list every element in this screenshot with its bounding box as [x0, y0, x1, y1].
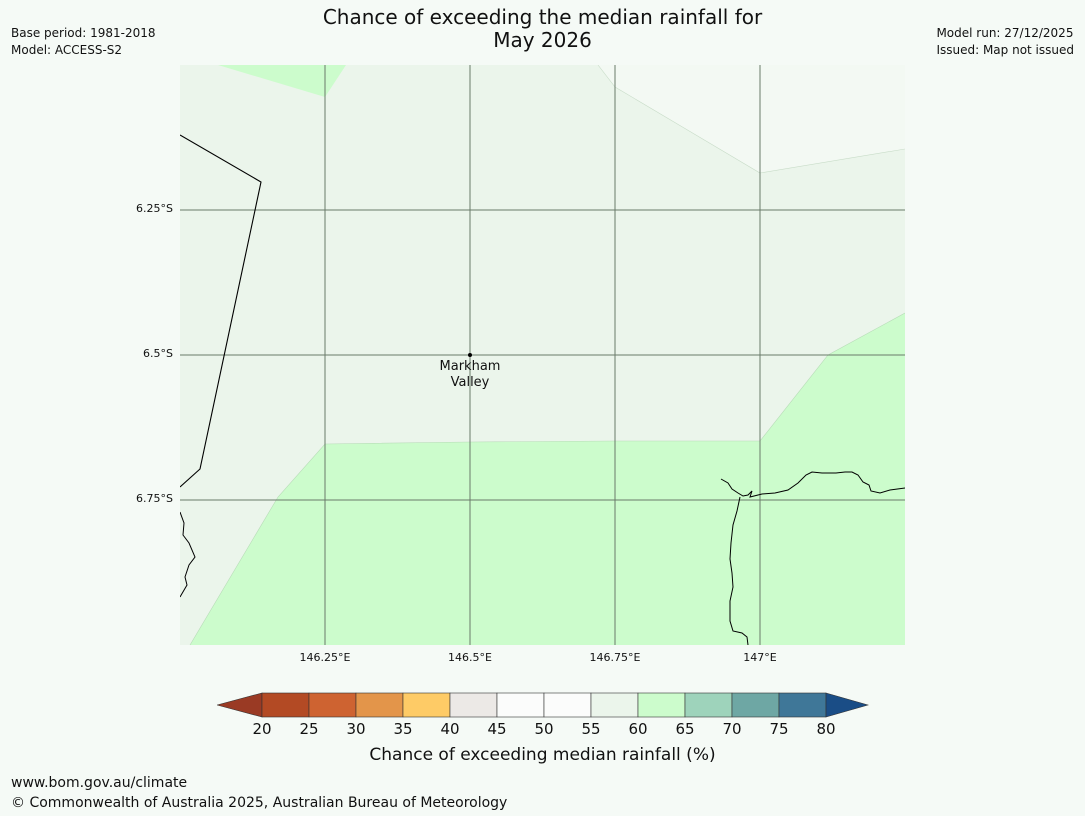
base-period: Base period: 1981-2018 [11, 26, 156, 40]
colorbar-segment-30-35 [355, 692, 404, 718]
colorbar-extend-low [215, 692, 263, 718]
colorbar-tick-label: 40 [440, 720, 460, 738]
coastline-south [729, 496, 749, 645]
place-label-line1: Markham [439, 359, 501, 374]
district-boundary [180, 134, 262, 488]
colorbar-tick-label: 55 [581, 720, 601, 738]
footer-copyright: © Commonwealth of Australia 2025, Austra… [11, 795, 508, 811]
contour-north [597, 65, 905, 174]
colorbar-segment-75-80 [778, 692, 827, 718]
region-60-65-south [190, 313, 905, 645]
place-label: Markham Valley [410, 359, 530, 391]
lat-label-6-25: 6.25°S [136, 202, 173, 215]
title-line-2: May 2026 [493, 28, 592, 52]
region-60-65-north [218, 65, 346, 97]
title-line-1: Chance of exceeding the median rainfall … [322, 5, 763, 29]
model-run: Model run: 27/12/2025 [936, 26, 1074, 40]
lon-label-146-5: 146.5°E [448, 651, 492, 664]
colorbar-tick-label: 65 [675, 720, 695, 738]
coastline-west [180, 511, 196, 598]
meta-right: Model run: 27/12/2025 Issued: Map not is… [936, 25, 1074, 59]
colorbar [215, 692, 870, 720]
legend-title: Chance of exceeding median rainfall (%) [369, 745, 716, 765]
colorbar-tick-label: 75 [769, 720, 789, 738]
meta-left: Base period: 1981-2018 Model: ACCESS-S2 [11, 25, 156, 59]
colorbar-segment-20-25 [261, 692, 310, 718]
colorbar-tick-label: 30 [346, 720, 366, 738]
colorbar-tick-label: 35 [393, 720, 413, 738]
map-panel[interactable] [180, 65, 905, 645]
colorbar-segment-55-60 [590, 692, 639, 718]
lon-label-146-75: 146.75°E [589, 651, 641, 664]
colorbar-segment-70-75 [731, 692, 780, 718]
lat-label-6-5: 6.5°S [143, 347, 173, 360]
map-canvas [180, 65, 905, 645]
lon-label-146-25: 146.25°E [299, 651, 351, 664]
colorbar-tick-label: 60 [628, 720, 648, 738]
colorbar-graphic [215, 692, 870, 718]
lon-label-147: 147°E [743, 651, 777, 664]
colorbar-segment-50-55 [543, 692, 592, 718]
colorbar-segment-45-50 [496, 692, 545, 718]
colorbar-tick-label: 70 [722, 720, 742, 738]
colorbar-segment-40-45 [449, 692, 498, 718]
place-label-line2: Valley [450, 375, 490, 390]
model-name: Model: ACCESS-S2 [11, 43, 123, 57]
colorbar-tick-label: 45 [487, 720, 507, 738]
lat-label-6-75: 6.75°S [136, 492, 173, 505]
colorbar-tick-label: 50 [534, 720, 554, 738]
contour-south [189, 312, 905, 645]
region-unshaded-north [598, 65, 905, 173]
footer-url[interactable]: www.bom.gov.au/climate [11, 775, 188, 791]
colorbar-tick-label: 80 [816, 720, 836, 738]
colorbar-segment-65-70 [684, 692, 733, 718]
issued-status: Issued: Map not issued [936, 43, 1074, 57]
colorbar-segment-60-65 [637, 692, 686, 718]
colorbar-tick-label: 20 [252, 720, 272, 738]
coastline-huon-gulf [720, 471, 905, 498]
colorbar-extend-high [825, 692, 870, 718]
map-title: Chance of exceeding the median rainfall … [0, 6, 1085, 52]
place-marker[interactable] [468, 353, 472, 357]
colorbar-segment-35-40 [402, 692, 451, 718]
colorbar-segment-25-30 [308, 692, 357, 718]
colorbar-tick-label: 25 [299, 720, 319, 738]
